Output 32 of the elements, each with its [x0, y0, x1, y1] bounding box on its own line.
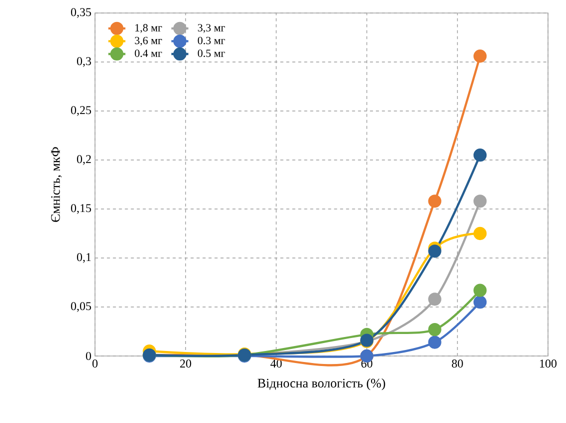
point: [473, 284, 487, 297]
point: [473, 50, 487, 63]
legend-label: 0.3 мг: [198, 36, 225, 44]
y-tick-label: 0,2: [76, 155, 91, 165]
x-tick-label: 100: [540, 360, 557, 368]
x-axis-title: Відносна вологість (%): [258, 378, 386, 390]
legend-label: 0.4 мг: [134, 50, 162, 58]
legend-label: 0.5 мг: [198, 50, 225, 58]
y-tick-label: 0: [86, 352, 92, 360]
y-tick-label: 0,15: [71, 204, 92, 214]
point: [428, 322, 442, 336]
y-tick-label: 0,05: [71, 302, 92, 312]
y-tick-label: 0,35: [71, 8, 92, 18]
point: [473, 194, 487, 208]
y-tick-label: 0,3: [76, 57, 92, 67]
legend-label: 1,8 мг: [135, 24, 162, 34]
y-tick-label: 0,1: [76, 253, 91, 263]
y-tick-label: 0,25: [71, 106, 92, 116]
x-tick-label: 20: [180, 360, 192, 368]
legend-label: 3,3 мг: [198, 24, 225, 34]
point: [428, 244, 442, 258]
point: [428, 194, 442, 208]
x-tick-label: 80: [452, 360, 463, 368]
point: [473, 296, 487, 309]
x-tick-label: 0: [92, 360, 98, 368]
point: [473, 148, 487, 162]
legend-label: 3,6 мг: [134, 36, 162, 46]
point: [473, 226, 487, 240]
x-tick-label: 40: [270, 360, 282, 368]
point: [428, 336, 442, 349]
y-axis-title: Ємність, мкФ: [51, 147, 62, 222]
point: [428, 292, 442, 306]
